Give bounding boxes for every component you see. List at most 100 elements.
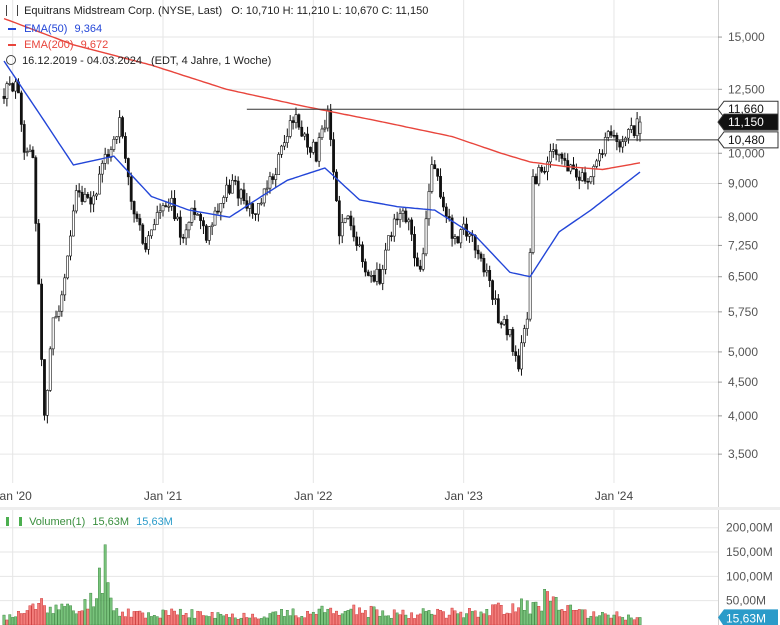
candle-body	[22, 124, 26, 153]
volume-bar	[606, 614, 610, 625]
candle-body	[5, 83, 9, 99]
candle-body	[557, 153, 561, 156]
volume-tick-label: 100,00M	[726, 569, 773, 583]
ema50-label: EMA(50)	[24, 23, 68, 35]
candle-body	[378, 268, 382, 284]
ema50-line	[3, 60, 641, 278]
candle-body	[603, 137, 607, 155]
ema200-label: EMA(200)	[24, 39, 74, 51]
candle-body	[476, 249, 480, 255]
candle-body	[28, 149, 32, 152]
volume-bar	[86, 608, 90, 625]
candle-body	[31, 149, 35, 158]
volume-bar	[352, 604, 356, 625]
candle-body	[54, 316, 58, 319]
candle-body	[638, 121, 642, 134]
ema50-legend[interactable]: EMA(50) 9,364	[8, 23, 102, 35]
candle-body	[8, 83, 12, 85]
volume-bar	[138, 610, 142, 625]
volume-bar	[239, 617, 243, 625]
volume-bar	[358, 607, 361, 625]
volume-bar	[294, 615, 298, 625]
candle-body	[121, 117, 124, 137]
candle-body	[60, 294, 64, 312]
volume-bar	[337, 614, 341, 625]
volume-bar	[569, 604, 573, 625]
candle-body	[627, 129, 630, 139]
candle-body	[566, 160, 570, 172]
candle-body	[546, 161, 549, 173]
candle-body	[349, 215, 353, 227]
volume-bar	[158, 617, 162, 625]
volume-bar	[592, 611, 596, 625]
volume-bar	[300, 616, 304, 625]
candle-body	[482, 258, 486, 273]
candle-body	[187, 222, 191, 231]
date-range-row: 16.12.2019 - 04.03.2024 (EDT, 4 Jahre, 1…	[6, 55, 271, 67]
volume-bar	[572, 610, 575, 625]
volume-bar	[320, 605, 324, 625]
candle-body	[184, 229, 188, 239]
volume-tick-label: 200,00M	[726, 521, 773, 535]
volume-bar	[48, 606, 52, 625]
candle-body	[228, 184, 231, 194]
volume-bar	[398, 614, 402, 625]
volume-value-blue: 15,63M	[136, 516, 173, 528]
candle-body	[635, 118, 639, 136]
volume-bar	[184, 613, 188, 625]
candle-body	[74, 190, 78, 212]
candle-body	[303, 133, 307, 137]
volume-value-green: 15,63M	[92, 516, 130, 528]
price-tick-label: 10,000	[728, 146, 765, 160]
volume-bar	[309, 613, 312, 625]
candle-body	[514, 351, 518, 356]
candle-body	[288, 120, 292, 137]
volume-bar	[219, 613, 223, 625]
volume-bar	[381, 610, 385, 625]
candle-body	[300, 126, 304, 137]
candle-body	[132, 201, 136, 215]
candle-body	[629, 125, 633, 130]
candle-body	[277, 154, 281, 175]
candle-body	[83, 194, 87, 202]
candle-body	[265, 187, 269, 190]
ema50-value: 9,364	[74, 23, 103, 35]
candle-body	[144, 243, 148, 250]
volume-bar	[329, 607, 333, 625]
volume-bar	[586, 617, 590, 625]
volume-bar	[178, 608, 182, 625]
candle-body	[598, 153, 601, 162]
volume-bar	[207, 616, 211, 625]
volume-bar	[554, 597, 558, 625]
volume-bar	[459, 611, 463, 625]
volume-bar	[522, 610, 526, 625]
candle-body	[219, 203, 223, 213]
volume-bar	[470, 611, 474, 625]
candle-body	[329, 110, 333, 140]
price-tick-label: 6,500	[728, 270, 758, 284]
candle-body	[531, 176, 535, 253]
volume-bar	[635, 617, 639, 625]
candle-body	[158, 210, 162, 213]
volume-bar	[236, 619, 240, 625]
candle-body	[505, 319, 509, 336]
volume-bar	[494, 604, 497, 625]
volume-bar	[517, 607, 520, 625]
candle-body	[554, 149, 558, 155]
candle-body	[57, 310, 61, 317]
volume-bar	[63, 606, 67, 625]
time-tick-label: Jan '23	[444, 489, 483, 503]
ema200-legend[interactable]: EMA(200) 9,672	[8, 39, 108, 51]
volume-bar	[583, 609, 587, 625]
volume-bar	[577, 609, 581, 625]
volume-bar	[531, 602, 535, 625]
volume-legend[interactable]: Volumen(1) 15,63M 15,63M	[6, 516, 173, 528]
volume-bar	[346, 610, 350, 625]
volume-bar	[540, 610, 544, 625]
candle-body	[522, 328, 526, 344]
volume-bar	[141, 612, 145, 625]
volume-bar	[199, 611, 202, 625]
candle-body	[459, 229, 463, 244]
volume-bar	[566, 605, 570, 625]
